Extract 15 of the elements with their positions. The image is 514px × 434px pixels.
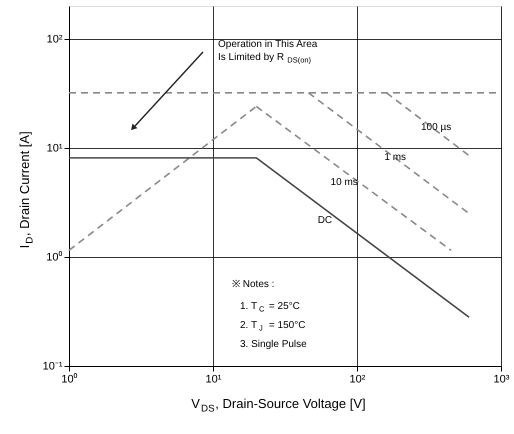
y-tick-label: 10¹: [46, 142, 63, 154]
annotation: ※ Notes :: [232, 279, 274, 290]
y-axis-title: ID, Drain Current [A]: [17, 131, 36, 248]
annotation: 3. Single Pulse: [240, 339, 308, 350]
x-tick-label: 10³: [494, 374, 510, 386]
x-tick-label: 10⁰: [61, 372, 78, 386]
x-tick-label: 10²: [350, 374, 366, 386]
y-tick-label: 10⁰: [46, 250, 62, 264]
annotation: 10 ms: [330, 177, 358, 188]
annotation: DC: [318, 215, 332, 226]
annotation: 100 µs: [421, 122, 452, 133]
y-tick-label: 10⁻¹: [42, 360, 63, 372]
annotation: 1 ms: [384, 152, 406, 163]
x-tick-label: 10¹: [206, 374, 222, 386]
y-tick-label: 10²: [46, 33, 63, 46]
